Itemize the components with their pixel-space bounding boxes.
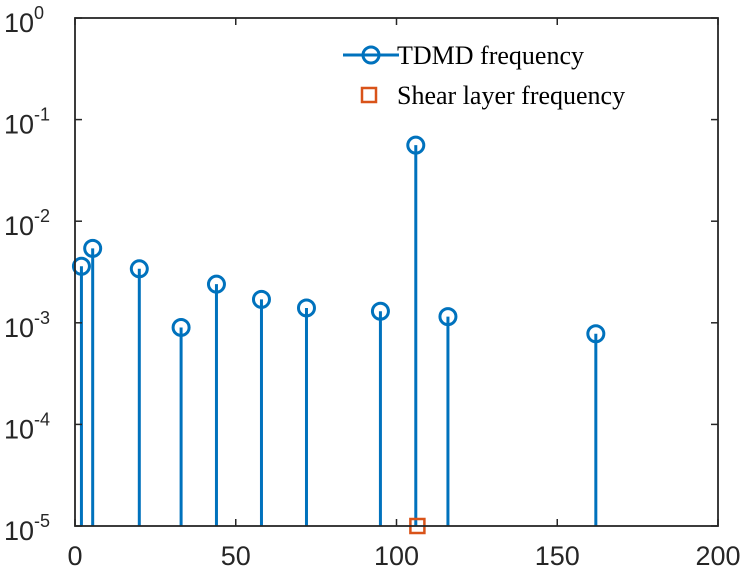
stem-marker bbox=[206, 274, 226, 294]
legend-label-shear: Shear layer frequency bbox=[397, 81, 625, 110]
x-tick-label: 200 bbox=[695, 541, 740, 571]
x-tick-label: 50 bbox=[221, 541, 251, 571]
stem-marker bbox=[296, 298, 316, 318]
y-tick-exponent: -3 bbox=[34, 308, 50, 328]
y-tick-exponent: -5 bbox=[34, 511, 50, 531]
stem-marker bbox=[438, 307, 458, 327]
y-tick-exponent: 0 bbox=[34, 3, 44, 23]
y-tick-label: 10-4 bbox=[4, 409, 50, 444]
stem-marker bbox=[129, 259, 149, 279]
stem-marker bbox=[586, 324, 606, 344]
x-tick-label: 0 bbox=[67, 541, 82, 571]
stem-marker bbox=[406, 135, 426, 155]
stem-marker bbox=[71, 256, 91, 276]
stem-marker bbox=[171, 317, 191, 337]
legend: TDMD frequency Shear layer frequency bbox=[343, 41, 625, 110]
plot-area bbox=[71, 135, 606, 535]
stem-marker bbox=[83, 238, 103, 258]
legend-label-tdmd: TDMD frequency bbox=[397, 41, 584, 70]
stem-marker bbox=[370, 301, 390, 321]
x-tick-label: 150 bbox=[535, 541, 580, 571]
legend-marker-tdmd bbox=[361, 45, 381, 65]
legend-marker-shear bbox=[360, 86, 378, 104]
x-tick-label: 100 bbox=[374, 541, 419, 571]
y-tick-exponent: -2 bbox=[34, 206, 50, 226]
stem-marker bbox=[251, 289, 271, 309]
y-tick-exponent: -4 bbox=[34, 409, 50, 429]
x-axis: 0 50 100 150 200 bbox=[67, 18, 741, 571]
y-tick-exponent: -1 bbox=[34, 105, 50, 125]
axes-box bbox=[74, 17, 719, 527]
